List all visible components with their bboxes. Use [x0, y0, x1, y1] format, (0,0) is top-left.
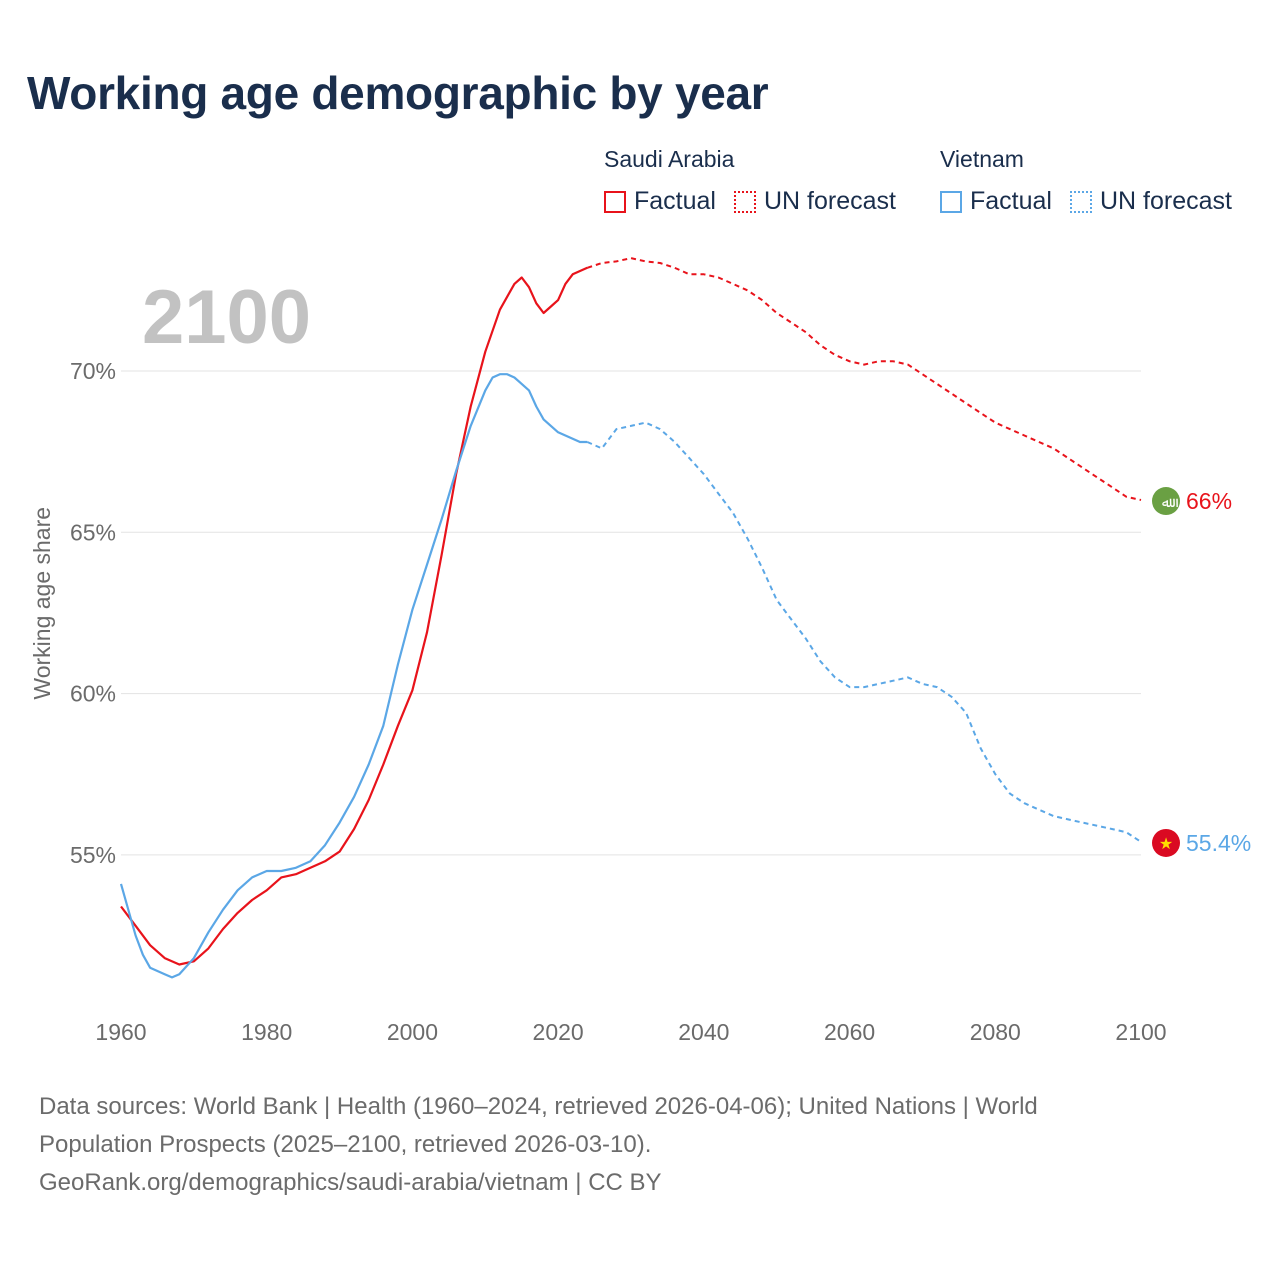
x-tick-label: 2100: [1115, 1019, 1166, 1045]
year-label: 2100: [142, 275, 311, 360]
legend-solid-swatch-icon: [604, 190, 626, 213]
legend-label: Factual: [634, 187, 716, 215]
y-axis-label: Working age share: [29, 507, 55, 700]
y-tick-label: 60%: [70, 681, 116, 707]
legend-country-label: Vietnam: [940, 146, 1024, 172]
x-tick-label: 2000: [387, 1019, 438, 1045]
legend-label: UN forecast: [1099, 187, 1232, 215]
legend-solid-swatch-icon: [940, 190, 962, 213]
legend-dotted-swatch-icon: [1069, 190, 1092, 213]
x-tick-label: 2020: [533, 1019, 584, 1045]
series-line-vietnam-factual: [119, 373, 588, 979]
x-tick-label: 2040: [678, 1019, 729, 1045]
y-tick-label: 55%: [70, 842, 116, 868]
x-tick-label: 2060: [824, 1019, 875, 1045]
y-tick-label: 65%: [70, 519, 116, 545]
series-line-saudi-arabia-factual: [120, 266, 588, 966]
legend-saudi-arabia: Saudi Arabia Factual UN forecast: [604, 146, 914, 216]
legend-vietnam: Vietnam Factual UN forecast: [940, 146, 1232, 216]
end-value-label-saudi-arabia: 66%: [1186, 488, 1232, 514]
flag-vietnam-icon: [1152, 828, 1180, 857]
flag-saudi-arabia-icon: [1152, 487, 1180, 516]
footer-line: GeoRank.org/demographics/saudi-arabia/vi…: [39, 1169, 662, 1196]
series-line-saudi-arabia-forecast: [586, 257, 1142, 501]
legend-country-label: Saudi Arabia: [604, 146, 735, 172]
legend-saudi-factual[interactable]: Factual: [604, 187, 716, 216]
y-tick-label: 70%: [70, 358, 116, 384]
legend-vietnam-factual[interactable]: Factual: [940, 187, 1052, 216]
x-tick-label: 2080: [970, 1019, 1021, 1045]
legend-dotted-swatch-icon: [733, 190, 756, 213]
legend-label: UN forecast: [763, 187, 896, 215]
x-tick-label: 1960: [95, 1019, 146, 1045]
line-chart: 55% 60% 65% 70% 1960 1980 2000 2020 2040 2060 2080…: [29, 257, 1251, 1045]
legend-vietnam-forecast[interactable]: UN forecast: [1069, 187, 1232, 216]
end-value-label-vietnam: 55.4%: [1186, 830, 1251, 856]
x-tick-label: 1980: [241, 1019, 292, 1045]
legend-saudi-forecast[interactable]: UN forecast: [733, 187, 896, 216]
legend-label: Factual: [970, 187, 1052, 215]
footer-line: Data sources: World Bank | Health (1960–…: [39, 1093, 1038, 1120]
chart-title: Working age demographic by year: [27, 67, 769, 119]
series-line-vietnam-forecast: [586, 421, 1142, 843]
footer-line: Population Prospects (2025–2100, retriev…: [39, 1131, 652, 1158]
flag-emblem-icon: ★: [1159, 834, 1173, 853]
footer-sources: Data sources: World Bank | Health (1960–…: [39, 1088, 1239, 1202]
